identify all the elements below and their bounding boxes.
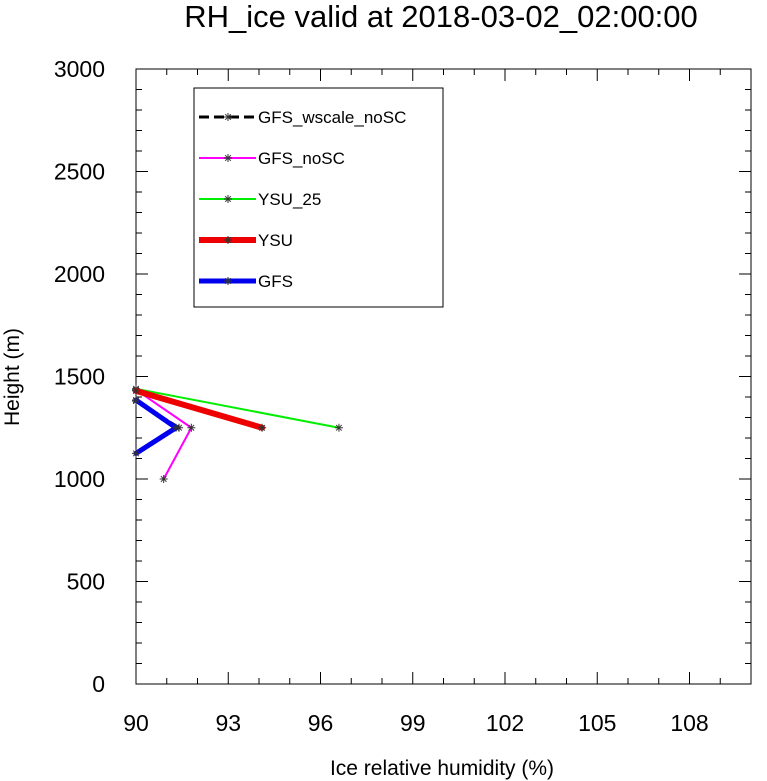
y-tick-label: 1000 [54, 466, 105, 492]
x-tick-label: 108 [670, 710, 708, 736]
data-point [224, 277, 232, 285]
axis-ticks [135, 68, 752, 685]
data-point [132, 386, 140, 395]
legend-item: GFS_wscale_noSC [199, 108, 406, 127]
series-line-YSU_25 [135, 387, 340, 429]
data-point [334, 423, 343, 432]
legend-item: YSU_25 [199, 190, 321, 209]
legend: GFS_wscale_noSC GFS_noSC YSU_25 YSU GFS [193, 87, 444, 308]
data-point [224, 236, 232, 244]
data-point [132, 449, 140, 458]
data-point [132, 396, 140, 405]
x-tick-label: 99 [400, 710, 426, 736]
tick-labels: 90 93 96 99 102 105 108 0 500 1000 1500 2000 2500 300… [54, 56, 709, 736]
y-tick-label: 0 [92, 671, 105, 697]
x-tick-label: 90 [123, 710, 149, 736]
legend-item: GFS [199, 272, 293, 291]
series-line-YSU [133, 387, 266, 431]
legend-item: GFS_noSC [199, 149, 345, 168]
data-point [224, 113, 232, 121]
legend-label: GFS_wscale_noSC [258, 108, 406, 127]
x-tick-label: 96 [308, 710, 334, 736]
y-tick-label: 3000 [54, 56, 105, 82]
x-axis-label: Ice relative humidity (%) [330, 757, 554, 780]
y-tick-label: 2000 [54, 261, 105, 287]
legend-label: GFS [258, 272, 293, 291]
y-tick-label: 2500 [54, 159, 105, 185]
chart-title: RH_ice valid at 2018-03-02_02:00:00 [184, 0, 698, 34]
legend-label: YSU [258, 231, 293, 250]
legend-item: YSU [199, 231, 293, 250]
y-tick-label: 1500 [54, 364, 105, 390]
x-tick-label: 102 [486, 710, 524, 736]
legend-label: YSU_25 [258, 190, 321, 209]
y-tick-label: 500 [67, 569, 105, 595]
data-point [187, 423, 196, 432]
data-point [159, 475, 168, 483]
data-point [224, 154, 232, 162]
legend-box [193, 87, 444, 308]
y-axis-label: Height (m) [1, 328, 24, 426]
data-point [171, 423, 180, 432]
data-point [258, 423, 267, 432]
x-tick-label: 93 [215, 710, 241, 736]
legend-label: GFS_noSC [258, 149, 345, 168]
data-point [224, 195, 232, 203]
series-line-GFS [133, 397, 179, 456]
series-layer [132, 384, 343, 483]
x-tick-label: 105 [578, 710, 616, 736]
